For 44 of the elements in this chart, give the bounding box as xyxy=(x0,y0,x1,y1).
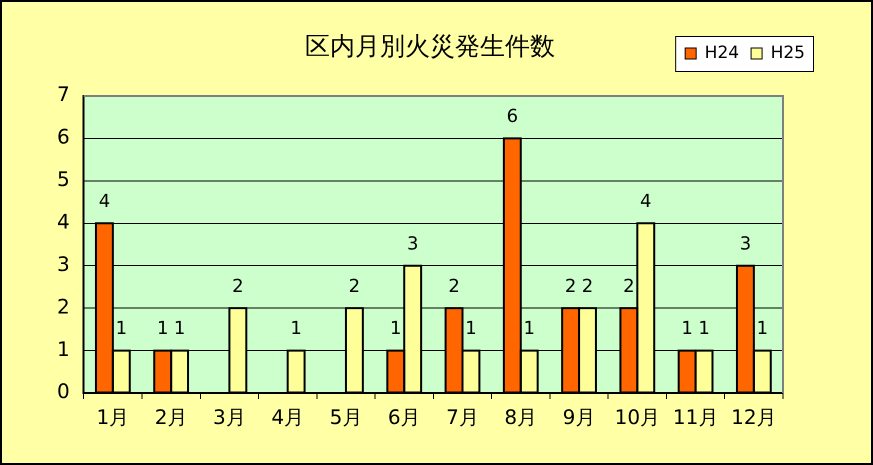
data-label: 1 xyxy=(290,318,302,340)
y-tick-label: 4 xyxy=(56,209,70,234)
x-tick-label: 7月 xyxy=(446,405,479,430)
data-label: 3 xyxy=(740,233,752,254)
data-label: 1 xyxy=(390,318,402,340)
x-tick-label: 11月 xyxy=(672,405,718,430)
data-label: 2 xyxy=(232,276,244,297)
data-label: 2 xyxy=(564,276,576,297)
y-tick-label: 6 xyxy=(56,124,70,149)
data-label: 2 xyxy=(348,276,360,297)
x-tick-label: 9月 xyxy=(562,405,596,430)
legend-label: H24 xyxy=(704,42,740,63)
x-tick-label: 3月 xyxy=(213,405,246,430)
data-label: 4 xyxy=(640,190,652,212)
x-tick-label: 1月 xyxy=(96,405,130,430)
data-label: 1 xyxy=(523,318,535,340)
y-tick-label: 3 xyxy=(56,252,70,276)
data-label: 1 xyxy=(465,318,477,340)
x-tick-label: 12月 xyxy=(731,405,777,430)
data-label: 1 xyxy=(174,318,186,340)
data-label: 2 xyxy=(623,276,635,297)
y-tick-label: 1 xyxy=(56,336,70,361)
data-label: 1 xyxy=(681,318,693,340)
data-label: 4 xyxy=(98,190,110,212)
chart-title: 区内月別火災発生件数 xyxy=(305,32,555,60)
y-tick-label: 0 xyxy=(56,379,70,404)
data-label: 3 xyxy=(406,233,418,254)
data-label: 6 xyxy=(506,106,518,128)
data-label: 1 xyxy=(156,318,168,340)
x-tick-label: 8月 xyxy=(504,405,538,430)
data-label: 1 xyxy=(116,318,128,340)
data-label: 2 xyxy=(582,276,594,297)
data-label: 1 xyxy=(698,318,710,340)
y-tick-label: 7 xyxy=(56,82,70,106)
x-tick-label: 2月 xyxy=(154,405,188,430)
y-tick-label: 2 xyxy=(56,294,70,318)
y-tick-label: 5 xyxy=(56,167,70,192)
data-label: 2 xyxy=(448,276,460,297)
data-label: 1 xyxy=(756,318,768,340)
x-tick-label: 4月 xyxy=(271,405,304,430)
x-tick-label: 6月 xyxy=(388,405,421,430)
x-tick-label: 10月 xyxy=(614,405,660,430)
x-tick-label: 5月 xyxy=(330,405,362,430)
legend-label: H25 xyxy=(770,42,806,63)
